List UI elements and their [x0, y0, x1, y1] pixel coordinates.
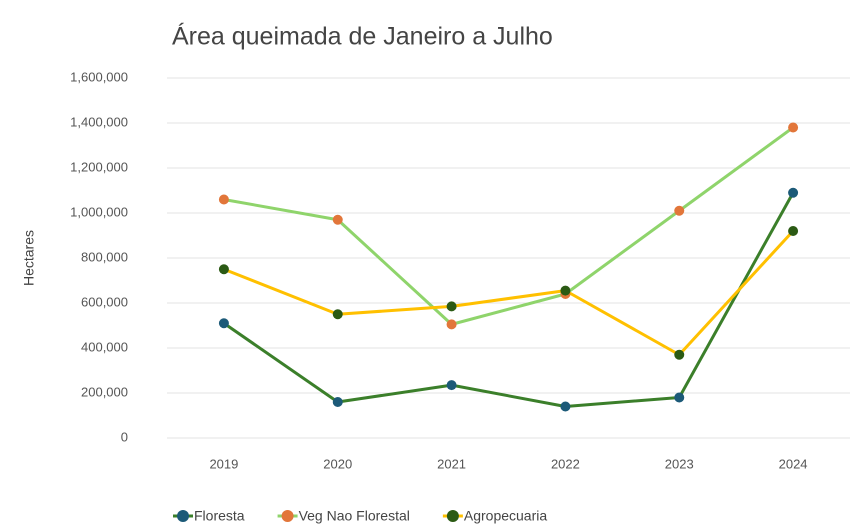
data-point — [332, 397, 343, 407]
data-point — [674, 392, 685, 403]
series-line — [223, 229, 795, 357]
data-point — [674, 349, 685, 360]
y-tick-label: 600,000 — [81, 294, 128, 309]
data-point — [332, 309, 343, 320]
y-tick-label: 200,000 — [81, 384, 128, 399]
legend-marker — [177, 510, 189, 522]
y-axis-label: Hectares — [21, 230, 37, 286]
x-tick-label: 2024 — [779, 456, 808, 471]
series-line — [223, 192, 795, 408]
x-tick-label: 2022 — [551, 456, 580, 471]
data-point — [218, 264, 229, 275]
y-tick-label: 400,000 — [81, 339, 128, 354]
y-tick-label: 1,000,000 — [70, 204, 128, 219]
data-point — [560, 401, 571, 412]
data-point — [446, 319, 457, 330]
data-point — [446, 301, 457, 312]
data-point — [788, 226, 799, 236]
data-point — [788, 187, 799, 198]
data-point — [218, 194, 229, 205]
data-point — [788, 122, 799, 133]
legend-marker — [281, 510, 294, 522]
x-tick-label: 2023 — [665, 456, 694, 471]
y-tick-label: 1,200,000 — [70, 159, 128, 174]
data-point — [560, 285, 571, 296]
y-tick-label: 1,600,000 — [70, 69, 128, 84]
legend-marker — [446, 510, 459, 522]
data-point — [332, 214, 343, 225]
chart-title: Área queimada de Janeiro a Julho — [172, 22, 553, 51]
data-point — [446, 380, 457, 391]
data-point — [674, 205, 685, 216]
legend-label: Floresta — [194, 508, 245, 524]
legend-label: Veg Nao Florestal — [299, 508, 410, 524]
data-point — [218, 318, 229, 329]
y-tick-label: 800,000 — [81, 249, 128, 264]
y-tick-label: 0 — [121, 429, 128, 444]
y-tick-label: 1,400,000 — [70, 114, 128, 129]
x-tick-label: 2021 — [437, 456, 466, 471]
series-line — [223, 126, 794, 326]
x-tick-label: 2019 — [209, 456, 238, 471]
legend-label: Agropecuaria — [464, 508, 547, 524]
x-tick-label: 2020 — [323, 456, 352, 471]
